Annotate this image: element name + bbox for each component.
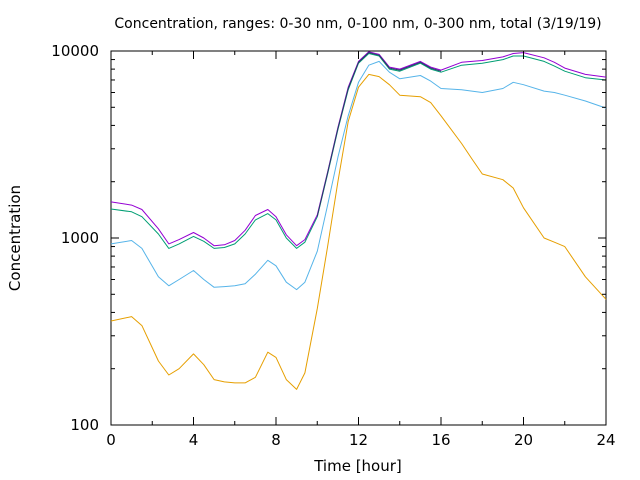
plot-area [110, 50, 607, 426]
x-tick-label: 0 [106, 431, 116, 449]
x-axis: 0 4 8 12 16 20 24 [106, 51, 616, 449]
y-axis-label: Concentration [6, 185, 24, 291]
plot-frame [110, 50, 607, 426]
x-axis-label: Time [hour] [313, 457, 402, 475]
series-line-1 [110, 73, 607, 390]
y-tick-label: 10000 [51, 42, 99, 60]
x-tick-label: 8 [271, 431, 281, 449]
chart-title: Concentration, ranges: 0-30 nm, 0-100 nm… [114, 16, 601, 32]
y-axis: 100 1000 10000 [51, 42, 606, 434]
x-tick-label: 12 [349, 431, 368, 449]
x-tick-label: 24 [596, 431, 615, 449]
series-line-4 [110, 51, 607, 247]
series-line-5 [316, 52, 442, 217]
series-line-2 [110, 60, 607, 291]
series-layer [110, 51, 607, 390]
y-tick-label: 1000 [61, 229, 99, 247]
x-tick-label: 16 [431, 431, 450, 449]
y-tick-label: 100 [70, 416, 99, 434]
x-tick-label: 20 [514, 431, 533, 449]
x-tick-label: 4 [189, 431, 199, 449]
